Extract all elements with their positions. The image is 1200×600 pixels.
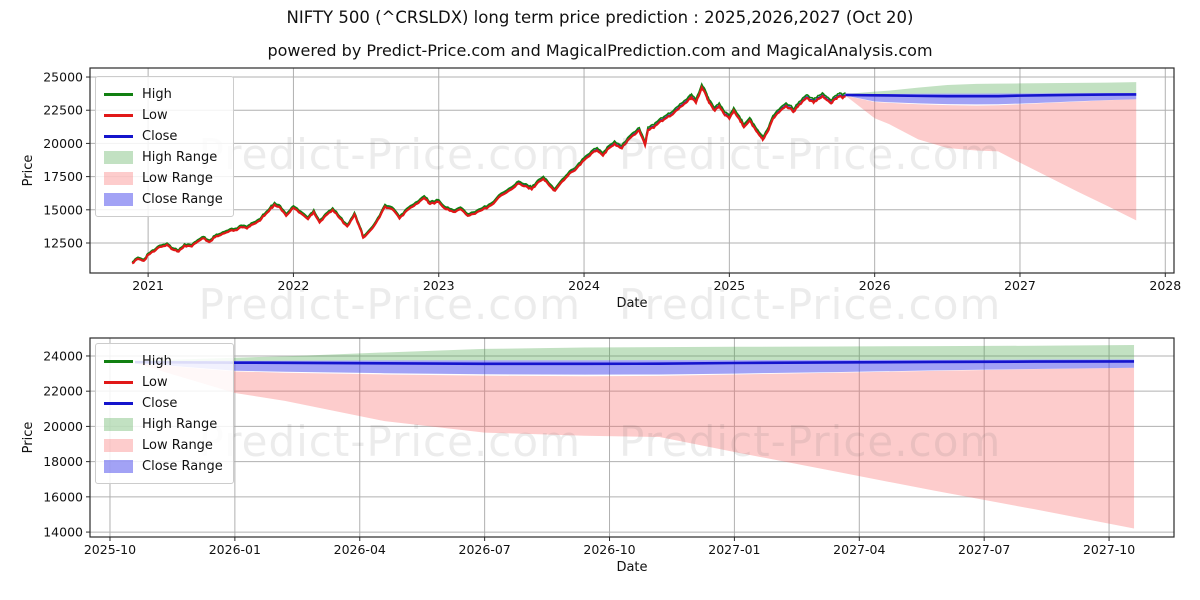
x-tick-label: 2021: [132, 278, 164, 293]
legend-item: High: [104, 351, 223, 372]
y-tick-label: 20000: [43, 419, 83, 434]
legend-label: High Range: [142, 417, 218, 432]
legend-item: High Range: [104, 147, 223, 168]
legend-item: Low Range: [104, 435, 223, 456]
x-tick-label: 2026-07: [459, 542, 511, 557]
y-tick-label: 17500: [43, 169, 83, 184]
legend-box: High Low Close High Range Low Range Close Ran…: [95, 343, 234, 484]
x-tick-label: 2026-10: [583, 542, 635, 557]
legend-label: Low: [142, 108, 168, 123]
legend-patch-swatch: [104, 151, 133, 164]
legend-label: Close: [142, 396, 178, 411]
x-tick-label: 2026-01: [209, 542, 261, 557]
legend-label: Close Range: [142, 459, 223, 474]
high-range-band: [134, 345, 1135, 362]
legend-item: Close Range: [104, 456, 223, 477]
x-tick-label: 2026: [859, 278, 891, 293]
legend-item: Low: [104, 372, 223, 393]
low-range-band: [134, 363, 1135, 529]
chart-subtitle: powered by Predict-Price.com and Magical…: [267, 41, 933, 60]
legend-item: Low: [104, 105, 223, 126]
legend-label: High: [142, 354, 172, 369]
legend-line-swatch: [104, 93, 133, 96]
x-tick-label: 2025-10: [84, 542, 136, 557]
x-tick-label: 2027-01: [708, 542, 760, 557]
x-tick-label: 2027-10: [1083, 542, 1135, 557]
close-line-prediction: [134, 360, 1135, 366]
legend-label: Low: [142, 375, 168, 390]
chart-title: NIFTY 500 (^CRSLDX) long term price pred…: [286, 8, 914, 27]
x-axis-label: Date: [616, 560, 647, 575]
legend-line-swatch: [104, 114, 133, 117]
legend-item: Close: [104, 393, 223, 414]
legend-label: Close: [142, 129, 178, 144]
y-tick-label: 12500: [43, 235, 83, 250]
x-tick-label: 2027-04: [833, 542, 885, 557]
legend-line-swatch: [104, 135, 133, 138]
y-tick-label: 22500: [43, 103, 83, 118]
y-tick-label: 24000: [43, 348, 83, 363]
x-tick-label: 2028: [1149, 278, 1181, 293]
x-tick-label: 2024: [568, 278, 600, 293]
y-axis-label: Price: [21, 422, 36, 454]
y-tick-label: 14000: [43, 525, 83, 540]
plot-border: [89, 337, 1175, 538]
legend-item: Close: [104, 126, 223, 147]
high-range-band: [845, 82, 1137, 95]
low-line-historical: [131, 84, 846, 265]
legend-item: High: [104, 84, 223, 105]
legend-patch-swatch: [104, 460, 133, 473]
legend-item: Close Range: [104, 189, 223, 210]
legend-item: Low Range: [104, 168, 223, 189]
legend-label: High Range: [142, 150, 218, 165]
close-line-prediction: [845, 93, 1137, 98]
x-axis-label: Date: [616, 296, 647, 311]
y-tick-label: 25000: [43, 70, 83, 85]
close-line-historical: [131, 84, 846, 264]
x-tick-label: 2027: [1004, 278, 1036, 293]
x-tick-label: 2026-04: [334, 542, 386, 557]
legend-patch-swatch: [104, 418, 133, 431]
legend-patch-swatch: [104, 193, 133, 206]
high-line-historical: [131, 82, 846, 263]
y-tick-label: 18000: [43, 454, 83, 469]
legend-box: High Low Close High Range Low Range Close Ran…: [95, 76, 234, 217]
x-tick-label: 2023: [423, 278, 455, 293]
legend-label: High: [142, 87, 172, 102]
y-tick-label: 22000: [43, 384, 83, 399]
x-tick-label: 2027-07: [958, 542, 1010, 557]
legend-item: High Range: [104, 414, 223, 435]
x-tick-label: 2022: [278, 278, 310, 293]
y-axis-label: Price: [21, 155, 36, 187]
y-tick-label: 20000: [43, 136, 83, 151]
legend-label: Close Range: [142, 192, 223, 207]
legend-line-swatch: [104, 381, 133, 384]
legend-line-swatch: [104, 402, 133, 405]
legend-label: Low Range: [142, 438, 213, 453]
legend-patch-swatch: [104, 439, 133, 452]
legend-label: Low Range: [142, 171, 213, 186]
y-tick-label: 15000: [43, 202, 83, 217]
x-tick-label: 2025: [713, 278, 745, 293]
legend-patch-swatch: [104, 172, 133, 185]
plot-border: [89, 67, 1175, 274]
low-range-band: [845, 95, 1137, 221]
legend-line-swatch: [104, 360, 133, 363]
y-tick-label: 16000: [43, 489, 83, 504]
